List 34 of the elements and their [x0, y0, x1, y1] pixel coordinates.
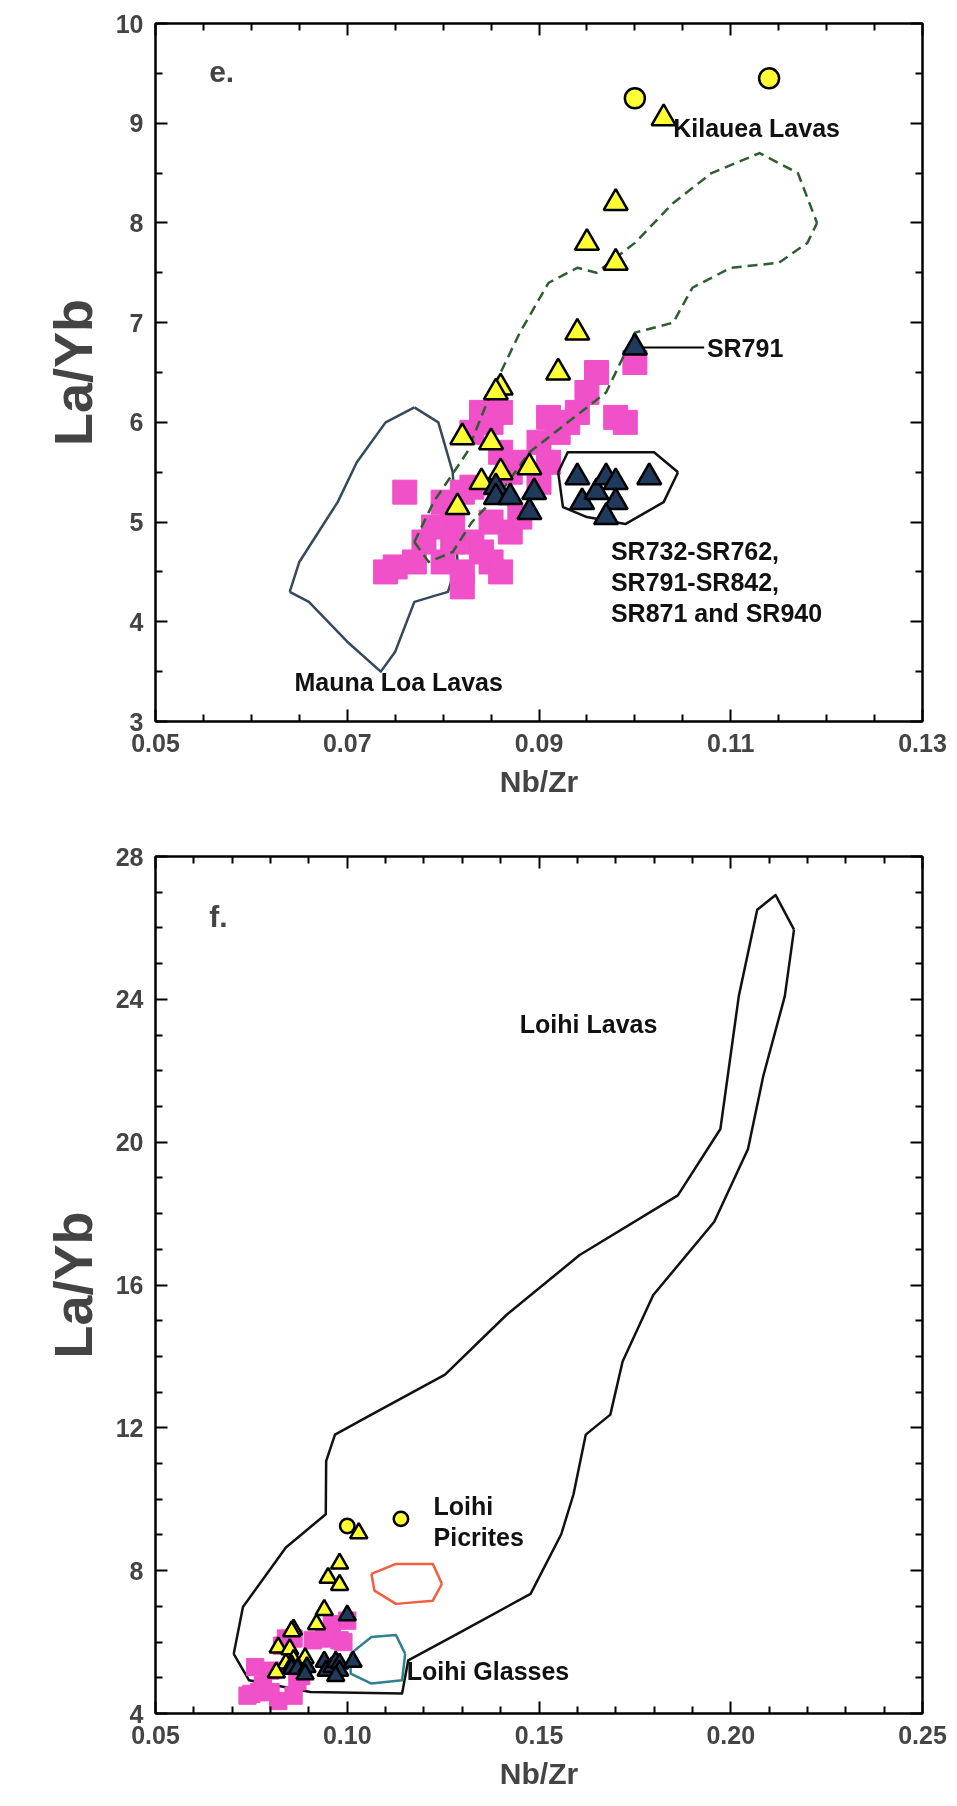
text: f.: [209, 899, 228, 933]
y-tick-label: 6: [129, 408, 144, 437]
y-axis-title: La/Yb: [42, 1211, 103, 1359]
annotation: SR732-SR762, SR791-SR842, SR871 and SR940: [610, 537, 823, 627]
x-axis-title: Nb/Zr: [499, 1756, 579, 1790]
x-tick-label: 0.25: [898, 1720, 947, 1749]
annotation: Loihi Glasses: [406, 1656, 570, 1685]
annotation: Loihi Picrites: [433, 1492, 524, 1551]
x-tick-label: 0.11: [707, 728, 755, 757]
x-axis-title: Nb/Zr: [499, 764, 579, 798]
y-tick-label: 28: [115, 842, 144, 871]
y-tick-label: 7: [129, 308, 144, 337]
y-tick-label: 12: [115, 1413, 144, 1442]
x-tick-label: 0.07: [322, 728, 372, 757]
x-tick-label: 0.15: [514, 1720, 564, 1749]
y-tick-label: 9: [129, 109, 144, 138]
x-tick-label: 0.09: [514, 728, 564, 757]
y-tick-label: 8: [129, 1556, 144, 1585]
y-tick-label: 4: [129, 607, 144, 636]
x-tick-label: 0.13: [898, 728, 947, 757]
y-tick-label: 20: [115, 1128, 144, 1157]
text: e.: [209, 55, 235, 89]
y-axis-title: La/Yb: [42, 298, 103, 447]
y-tick-label: 10: [115, 9, 144, 38]
annotation: SR791: [706, 333, 784, 362]
annotation: Loihi Lavas: [519, 1010, 658, 1039]
annotation: Kilauea Lavas: [673, 114, 840, 143]
x-tick-label: 0.20: [706, 1720, 756, 1749]
y-tick-label: 5: [129, 508, 144, 537]
y-tick-label: 8: [129, 208, 144, 237]
x-tick-label: 0.10: [322, 1720, 372, 1749]
y-tick-label: 24: [115, 985, 144, 1014]
annotation: Mauna Loa Lavas: [294, 667, 503, 696]
y-tick-label: 16: [115, 1271, 144, 1299]
